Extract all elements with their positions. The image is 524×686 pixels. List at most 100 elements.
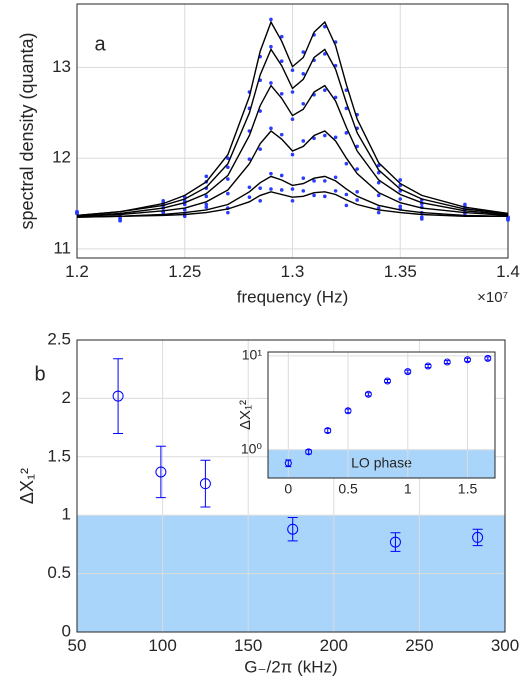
data-dot bbox=[279, 188, 284, 192]
data-dot bbox=[290, 152, 295, 157]
x-multiplier: ×10⁷ bbox=[477, 289, 508, 306]
error-bar bbox=[484, 356, 491, 361]
x-tick-label: 300 bbox=[491, 636, 519, 655]
data-dot bbox=[323, 52, 327, 56]
data-dot bbox=[247, 195, 252, 200]
data-point bbox=[383, 377, 391, 385]
x-tick-label: 150 bbox=[234, 636, 262, 655]
data-dot bbox=[355, 189, 359, 194]
y-tick-label: 12 bbox=[52, 148, 71, 167]
data-point bbox=[287, 523, 299, 535]
data-dot bbox=[279, 173, 284, 178]
error-bar bbox=[200, 459, 211, 508]
data-dot bbox=[290, 90, 295, 94]
data-dot bbox=[344, 161, 349, 166]
x-tick-label: 1.35 bbox=[384, 262, 417, 281]
data-dot bbox=[301, 101, 306, 106]
data-dot bbox=[226, 165, 230, 170]
x-axis-label: G₋/2π (kHz) bbox=[244, 657, 337, 676]
data-dot bbox=[398, 197, 403, 201]
data-dot bbox=[204, 205, 209, 209]
data-dot bbox=[398, 178, 403, 182]
x-tick-label: 50 bbox=[68, 636, 87, 655]
data-dot bbox=[323, 133, 327, 138]
data-dot bbox=[355, 198, 359, 202]
data-dot bbox=[226, 156, 230, 161]
y-tick-label: 13 bbox=[52, 57, 71, 76]
fit-line bbox=[76, 20, 509, 217]
data-dot bbox=[75, 211, 79, 216]
data-dot bbox=[269, 126, 273, 131]
data-point bbox=[155, 466, 167, 478]
data-dot bbox=[312, 193, 316, 198]
data-dot bbox=[333, 95, 338, 100]
data-dot bbox=[182, 208, 187, 212]
data-dot bbox=[182, 214, 187, 219]
data-dot bbox=[269, 187, 273, 191]
data-dot bbox=[290, 187, 295, 191]
data-point bbox=[284, 459, 292, 467]
data-dot bbox=[269, 44, 273, 49]
data-dot bbox=[204, 174, 209, 179]
data-point bbox=[305, 448, 313, 456]
x-tick-label: 1.2 bbox=[65, 262, 89, 281]
y-tick-label: 11 bbox=[53, 238, 71, 257]
y-tick-label: 2 bbox=[62, 388, 71, 407]
x-tick-label: 250 bbox=[405, 636, 433, 655]
error-bar bbox=[365, 392, 372, 397]
data-dot bbox=[301, 50, 306, 54]
y-tick-label: 2.5 bbox=[47, 329, 71, 348]
data-point bbox=[324, 427, 332, 435]
data-dot bbox=[420, 217, 424, 221]
data-point bbox=[389, 536, 401, 548]
data-dot bbox=[312, 179, 316, 183]
data-dot bbox=[344, 106, 349, 111]
data-point bbox=[112, 390, 124, 402]
data-point bbox=[364, 390, 372, 398]
data-dot bbox=[258, 186, 262, 190]
data-point bbox=[424, 362, 432, 370]
fit-line bbox=[76, 47, 509, 217]
fit-line bbox=[76, 175, 509, 218]
data-dot bbox=[204, 194, 209, 199]
error-bar bbox=[404, 369, 411, 374]
data-dot bbox=[301, 139, 306, 143]
error-bar bbox=[155, 445, 166, 499]
x-tick-label: 200 bbox=[320, 636, 348, 655]
data-dot bbox=[398, 204, 403, 209]
y-axis-label: ΔX₁² bbox=[237, 400, 254, 430]
x-tick-label: 0 bbox=[284, 481, 292, 497]
error-bar bbox=[287, 517, 298, 542]
data-dot bbox=[290, 68, 295, 73]
y-tick-label: 10¹ bbox=[242, 347, 263, 363]
x-tick-label: 1.25 bbox=[168, 262, 201, 281]
x-tick-label: 1.3 bbox=[281, 262, 305, 281]
error-bar bbox=[384, 379, 391, 384]
data-dot bbox=[323, 88, 327, 92]
y-tick-label: 0 bbox=[62, 621, 71, 640]
x-tick-label: 1.5 bbox=[458, 481, 478, 497]
error-bar bbox=[390, 532, 401, 552]
data-dot bbox=[301, 72, 306, 76]
data-dot bbox=[344, 192, 349, 197]
data-dot bbox=[118, 219, 122, 223]
data-dot bbox=[279, 34, 284, 39]
data-point bbox=[484, 354, 492, 362]
error-bar bbox=[464, 357, 471, 362]
data-dot bbox=[323, 179, 327, 183]
data-point bbox=[404, 368, 412, 376]
data-dot bbox=[204, 202, 209, 207]
panel-label: b bbox=[34, 363, 45, 385]
data-dot bbox=[258, 147, 262, 151]
data-dot bbox=[301, 176, 306, 180]
data-dot bbox=[269, 17, 273, 22]
error-bar bbox=[444, 360, 451, 364]
y-tick-label: 1 bbox=[62, 505, 71, 524]
data-point bbox=[199, 478, 211, 490]
data-dot bbox=[290, 117, 295, 122]
data-dot bbox=[333, 175, 338, 180]
data-dot bbox=[279, 59, 284, 63]
x-tick-label: 1 bbox=[404, 481, 412, 497]
data-dot bbox=[376, 180, 381, 185]
